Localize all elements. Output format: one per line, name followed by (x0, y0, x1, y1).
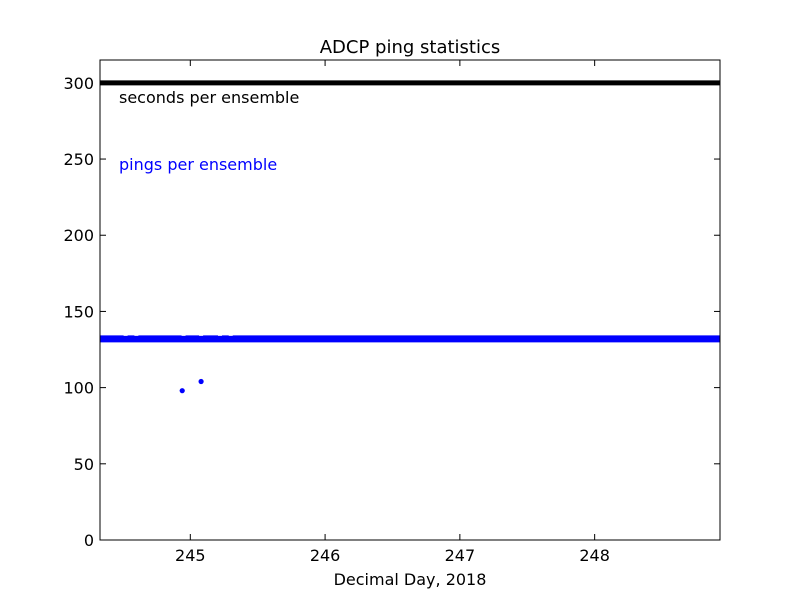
axes-frame (99, 59, 721, 541)
band-gap-2 (181, 333, 186, 336)
x-tick-label-245: 245 (175, 546, 206, 565)
plot-area (100, 80, 720, 394)
y-tick-label-100: 100 (63, 379, 94, 398)
band-gap-4 (217, 333, 222, 336)
x-axis: 245 246 247 248 (175, 60, 610, 565)
outlier-point-0 (179, 388, 185, 394)
y-axis: 0 50 100 150 200 250 300 (63, 74, 720, 550)
annotation-seconds-per-ensemble: seconds per ensemble (119, 88, 299, 107)
x-tick-label-247: 247 (445, 546, 476, 565)
y-tick-label-150: 150 (63, 302, 94, 321)
y-tick-label-250: 250 (63, 150, 94, 169)
annotation-pings-per-ensemble: pings per ensemble (119, 155, 277, 174)
band-gap-5 (228, 333, 233, 336)
y-tick-label-300: 300 (63, 74, 94, 93)
y-tick-label-50: 50 (74, 455, 94, 474)
x-axis-label: Decimal Day, 2018 (334, 570, 487, 589)
y-tick-label-0: 0 (84, 531, 94, 550)
band-gap-3 (199, 333, 204, 336)
x-tick-label-246: 246 (310, 546, 341, 565)
outlier-point-1 (198, 378, 204, 385)
band-gap-0 (123, 333, 128, 336)
series-pings-per-ensemble (100, 333, 720, 394)
band-gap-1 (134, 333, 139, 336)
y-tick-label-200: 200 (63, 226, 94, 245)
x-tick-label-248: 248 (579, 546, 610, 565)
chart-title: ADCP ping statistics (320, 37, 501, 58)
